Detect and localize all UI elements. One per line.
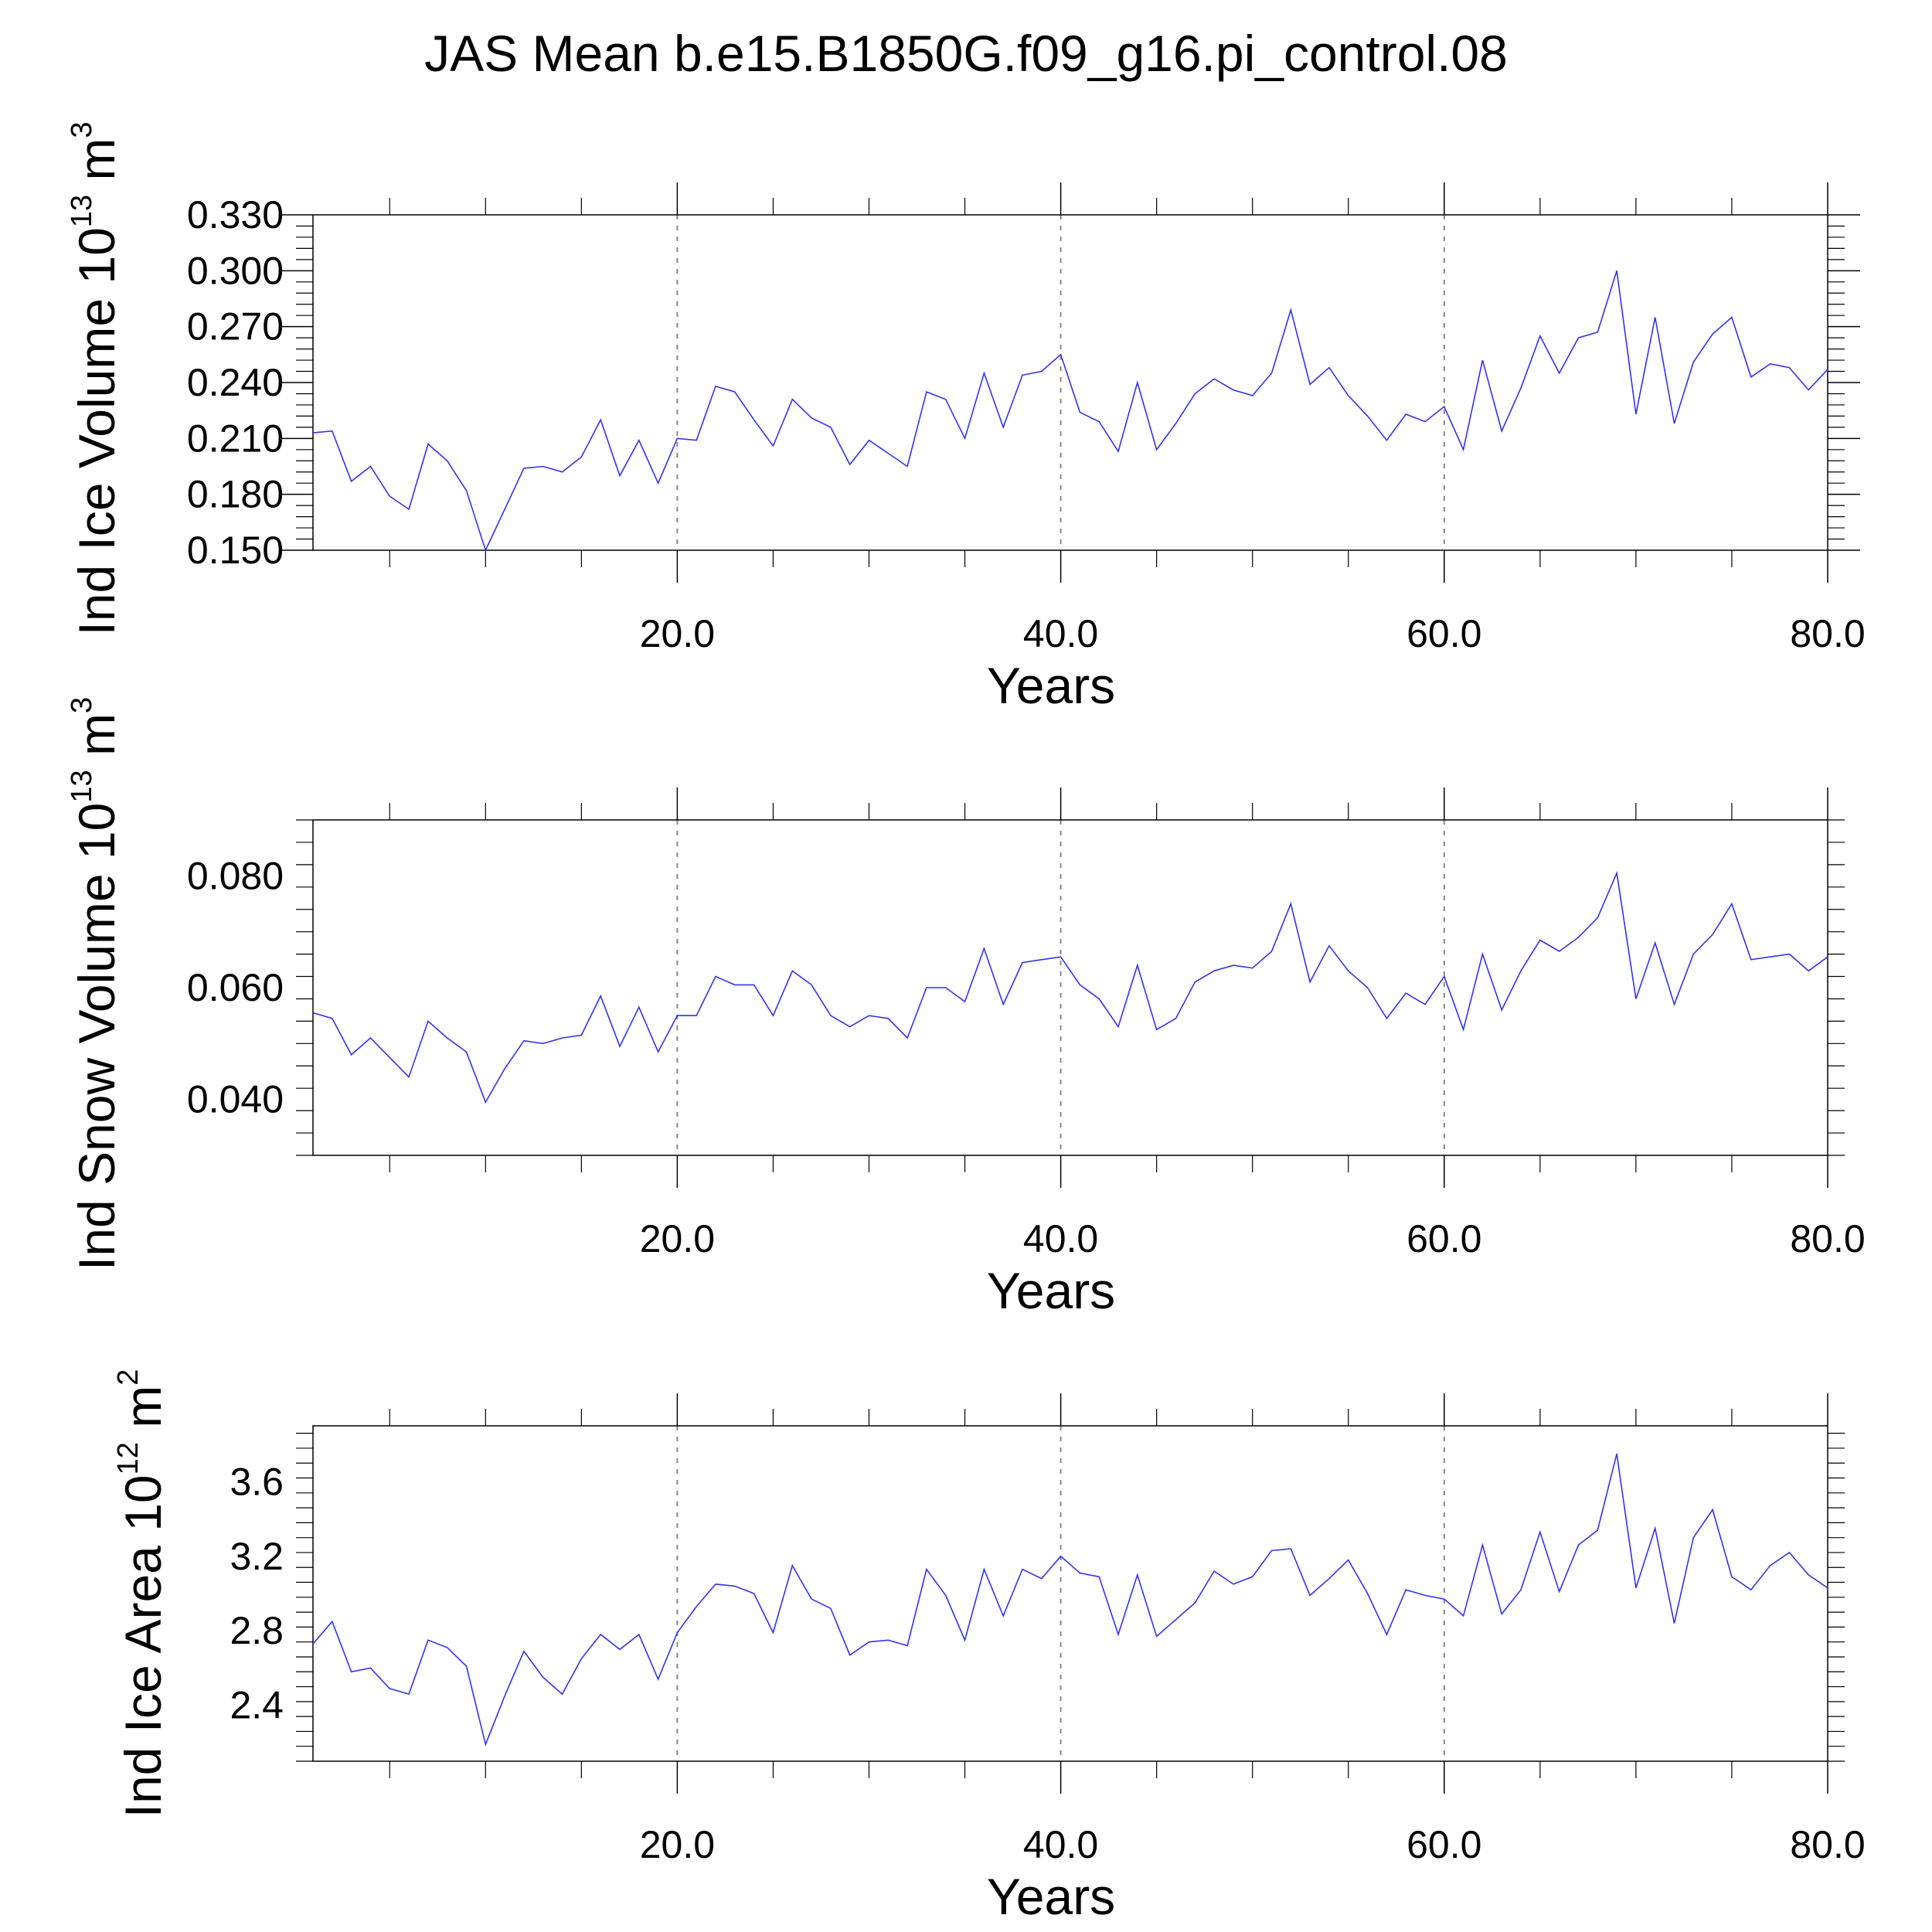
y-tick-label: 3.6 <box>230 1460 284 1503</box>
x-tick-label: 20.0 <box>640 1217 715 1260</box>
series-line <box>312 870 1828 1104</box>
x-tick-label: 40.0 <box>1023 612 1098 655</box>
y-tick-label: 0.180 <box>187 473 284 516</box>
y-tick-label: 0.040 <box>187 1078 284 1121</box>
y-axis-title: Ind Ice Volume 1013 m3 <box>66 121 125 635</box>
x-tick-label: 80.0 <box>1790 1217 1865 1260</box>
chart-panel-1: 20.0 40.0 60.0 80.0 0.150 0.180 0.210 0.240 0.27… <box>66 121 1866 714</box>
series-line <box>312 1454 1828 1747</box>
plot-frame <box>312 1425 1828 1762</box>
chart-panel-3: 20.0 40.0 60.0 80.0 2.4 2.8 3.2 3.6 Years Ind Ice… <box>112 1369 1866 1925</box>
x-tick-label: 40.0 <box>1023 1823 1098 1866</box>
x-tick-label: 60.0 <box>1406 612 1481 655</box>
chart-panel-2: 20.0 40.0 60.0 80.0 0.040 0.060 0.080 Years Ind … <box>66 697 1866 1319</box>
y-tick-label: 0.210 <box>187 417 284 460</box>
chart-title: JAS Mean b.e15.B1850G.f09_g16.pi_control… <box>424 25 1508 82</box>
x-tick-label: 60.0 <box>1406 1217 1481 1260</box>
y-tick-label: 0.240 <box>187 361 284 404</box>
y-tick-label: 0.330 <box>187 193 284 236</box>
y-tick-label: 2.8 <box>230 1609 284 1652</box>
y-tick-label: 0.270 <box>187 305 284 349</box>
x-axis-title: Years <box>987 657 1115 714</box>
y-tick-label: 0.300 <box>187 249 284 292</box>
series-line <box>312 270 1828 553</box>
x-tick-label: 20.0 <box>640 1823 715 1866</box>
y-tick-label: 3.2 <box>230 1535 284 1578</box>
x-tick-label: 40.0 <box>1023 1217 1098 1260</box>
plot-frame <box>312 819 1828 1156</box>
y-tick-label: 2.4 <box>230 1684 284 1727</box>
x-tick-label: 80.0 <box>1790 612 1865 655</box>
y-tick-label: 0.080 <box>187 854 284 897</box>
y-tick-label: 0.150 <box>187 529 284 572</box>
x-axis-title: Years <box>987 1868 1115 1925</box>
y-tick-label: 0.060 <box>187 966 284 1009</box>
x-axis-title: Years <box>987 1262 1115 1319</box>
x-tick-label: 60.0 <box>1406 1823 1481 1866</box>
x-tick-label: 20.0 <box>640 612 715 655</box>
chart-panels: 20.0 40.0 60.0 80.0 0.150 0.180 0.210 0.240 0.27… <box>66 121 1866 1925</box>
y-axis-title: Ind Ice Area 1012 m2 <box>112 1369 172 1818</box>
x-tick-label: 80.0 <box>1790 1823 1865 1866</box>
y-axis-title: Ind Snow Volume 1013 m3 <box>66 697 125 1270</box>
